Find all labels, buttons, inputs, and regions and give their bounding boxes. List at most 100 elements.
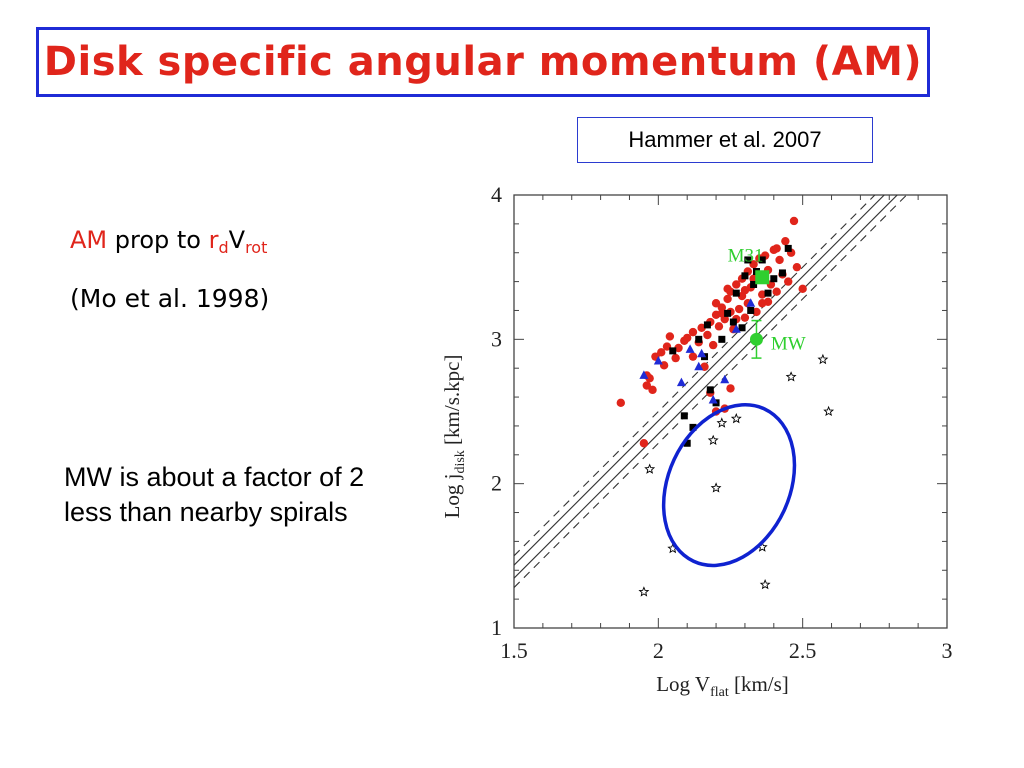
red-circle-point <box>749 260 758 269</box>
highlight-ellipse <box>661 403 797 568</box>
red-circle-point <box>781 236 790 246</box>
red-circle-point <box>723 294 732 304</box>
red-circle-point <box>648 385 657 395</box>
black-square-point <box>747 306 755 314</box>
open-star-point <box>710 482 722 493</box>
red-circle-point <box>708 340 718 350</box>
red-circle-point <box>697 323 706 332</box>
blue-triangle-point <box>720 374 730 384</box>
black-square-point <box>764 289 772 297</box>
axis-ticks: 1.5 2 2.5 3 1 2 3 4 <box>491 182 953 663</box>
red-circle-point <box>752 307 761 317</box>
y-tick-label: 1 <box>491 615 502 640</box>
black-square-point <box>729 318 737 326</box>
red-circle-point <box>726 384 735 393</box>
red-circle-point <box>732 280 741 289</box>
m31-point <box>755 270 770 285</box>
relation-line-1 <box>514 195 885 566</box>
red-circle-point <box>703 330 712 340</box>
red-circle-point <box>616 398 626 408</box>
r-subscript: d <box>218 238 229 257</box>
black-square-point <box>784 244 792 252</box>
relation-line-0 <box>514 195 876 557</box>
open-star-point <box>730 412 742 424</box>
red-circle-point <box>758 299 767 308</box>
red-circle-point <box>740 286 750 295</box>
reference-box: Hammer et al. 2007 <box>577 117 873 163</box>
blue-triangle-point <box>746 298 756 307</box>
open-star-point <box>644 463 656 474</box>
black-square-point <box>778 269 786 277</box>
open-star-point <box>759 578 771 590</box>
black-square-point <box>718 335 726 343</box>
red-circle-point <box>792 262 802 272</box>
blue-triangle-point <box>708 394 718 404</box>
prop-to-text: prop to <box>107 226 209 254</box>
r-letter: r <box>208 226 219 254</box>
blue-triangle-point <box>685 344 695 353</box>
black-square-point <box>724 309 732 317</box>
v-letter: V <box>228 226 246 254</box>
open-star-point <box>785 371 797 382</box>
black-square-point <box>750 280 758 288</box>
x-tick-label: 2 <box>653 638 664 663</box>
title-frame: Disk specific angular momentum (AM) <box>36 27 930 97</box>
red-circle-point <box>717 303 727 312</box>
open-star-point <box>817 353 829 365</box>
red-circle-point <box>717 309 727 318</box>
open-star-point <box>823 405 835 417</box>
x-tick-label: 3 <box>942 638 953 663</box>
black-square-point <box>758 256 766 264</box>
red-circle-point <box>674 343 683 353</box>
relation-line-2 <box>514 195 898 579</box>
black-square-point <box>669 347 677 355</box>
y-tick-label: 4 <box>491 182 502 207</box>
red-circle-point <box>688 327 698 337</box>
scatter-chart: M31 MW 1.5 2 2.5 3 1 2 3 4 Log Vflat [km/s] Log … <box>440 182 953 700</box>
red-circle-point <box>740 313 750 322</box>
red-circle-point <box>789 216 799 226</box>
blue-triangle-point <box>697 348 707 358</box>
black-square-point <box>738 324 746 332</box>
plot-frame <box>513 194 948 629</box>
red-circle-point <box>657 348 666 357</box>
x-tick-label: 2.5 <box>789 638 817 663</box>
red-circle-point <box>662 342 672 351</box>
red-circle-point <box>723 284 732 294</box>
red-circle-point <box>772 287 781 296</box>
red-circle-point <box>714 322 724 331</box>
citation: (Mo et al. 1998) <box>70 284 270 313</box>
red-circle-point <box>775 255 784 265</box>
black-square-point <box>689 423 697 431</box>
red-circle-point <box>683 333 692 343</box>
black-square-point <box>732 289 740 297</box>
highlight-ellipse-layer <box>661 403 797 568</box>
open-star-point <box>707 434 719 445</box>
blue-triangle-point <box>639 370 649 379</box>
open-star-point <box>716 417 728 428</box>
red-circle-point <box>688 352 698 361</box>
am-word: AM <box>70 226 108 254</box>
black-square-point <box>680 412 688 420</box>
relation-lines <box>514 195 908 588</box>
x-tick-label: 1.5 <box>500 638 528 663</box>
black-square-point <box>703 321 711 329</box>
relation-line-3 <box>514 195 908 588</box>
black-square-point <box>744 256 752 264</box>
x-axis-label: Log Vflat [km/s] <box>656 672 789 700</box>
annotation-m31: M31 <box>728 245 764 266</box>
black-square-point <box>706 386 714 394</box>
red-circle-point <box>784 277 793 286</box>
black-square-point <box>683 439 691 447</box>
mw-note: MW is about a factor of 2 less than near… <box>64 462 365 527</box>
blue-triangle-point <box>676 377 686 387</box>
data-points: M31 MW <box>616 216 835 597</box>
reference-text: Hammer et al. 2007 <box>628 127 822 152</box>
black-square-point <box>695 335 703 343</box>
red-circle-point <box>671 353 680 363</box>
black-square-point <box>741 272 749 280</box>
red-circle-point <box>798 284 807 294</box>
slide-title: Disk specific angular momentum (AM) <box>43 39 923 85</box>
y-tick-label: 2 <box>491 471 502 496</box>
y-axis-label: Log jdisk [km/s.kpc] <box>440 355 468 519</box>
